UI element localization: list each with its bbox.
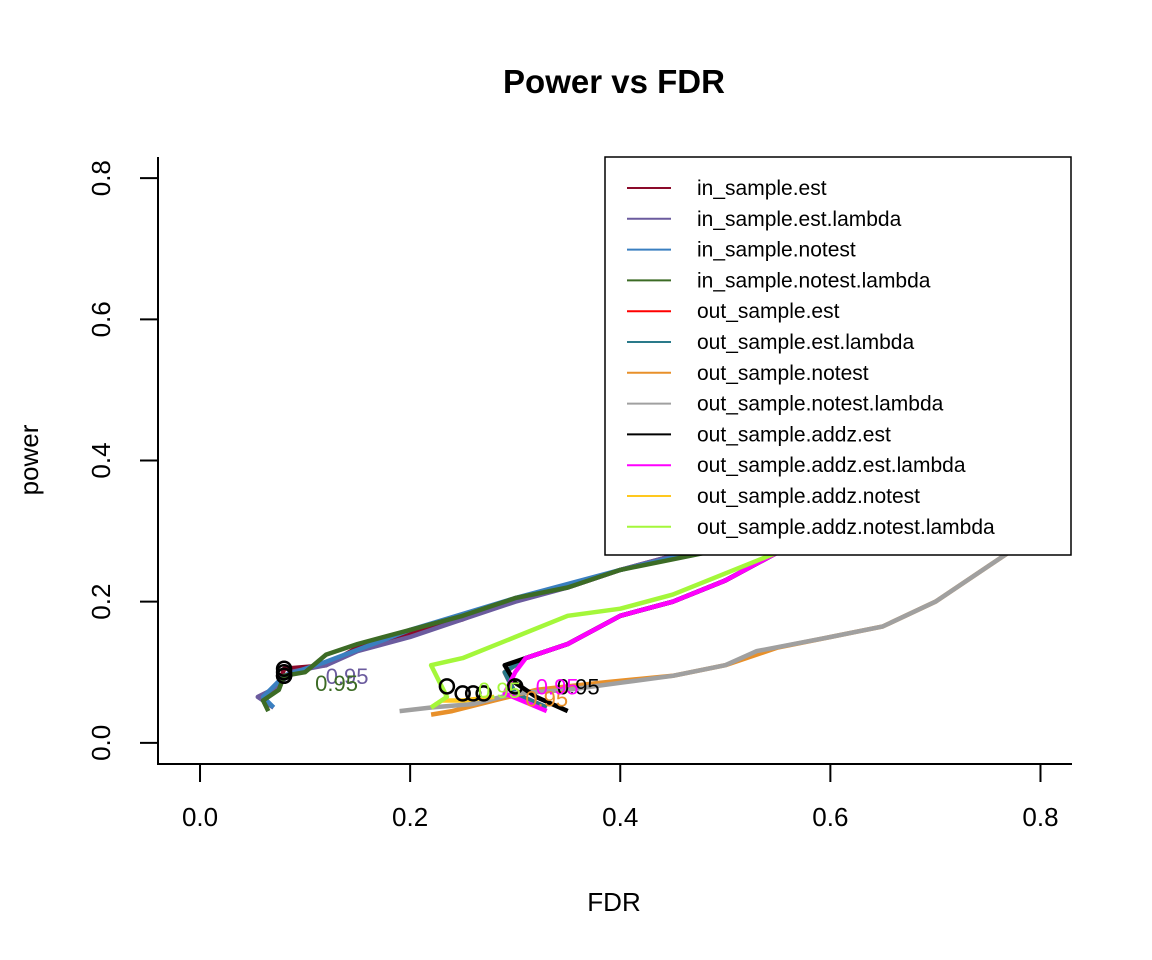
- x-tick-label-2: 0.4: [602, 802, 638, 832]
- series-line-7: [399, 529, 1042, 714]
- y-axis-label: power: [14, 424, 44, 495]
- plot-area: 0.950.950.950.950.950.95: [255, 529, 1042, 717]
- series-point-label-3: 0.95: [315, 671, 358, 696]
- y-tick-label-1: 0.2: [86, 584, 116, 620]
- legend-entry-2: in_sample.notest: [697, 239, 856, 262]
- axis-frame: [157, 157, 1072, 765]
- legend-entry-1: in_sample.est.lambda: [697, 208, 902, 231]
- legend-entry-10: out_sample.addz.notest: [697, 485, 920, 508]
- legend-box: [604, 156, 1072, 556]
- series-point-label-8: 0.95: [557, 674, 600, 699]
- x-tick-label-0: 0.0: [182, 802, 218, 832]
- x-tick-label-4: 0.8: [1022, 802, 1058, 832]
- series-marker-8: [454, 685, 471, 702]
- legend-entry-7: out_sample.notest.lambda: [697, 393, 944, 416]
- series-marker-11: [438, 678, 456, 695]
- x-tick-label-3: 0.6: [812, 802, 848, 832]
- series-point-label-1: 0.95: [326, 664, 369, 689]
- legend: in_sample.est in_sample.est.lambda in_samp…: [604, 156, 1072, 556]
- legend-entry-4: out_sample.est: [697, 300, 840, 323]
- legend-entry-3: in_sample.notest.lambda: [697, 269, 931, 292]
- series-point-label-6: 0.95: [525, 686, 568, 711]
- legend-entry-0: in_sample.est: [697, 177, 827, 200]
- series-marker-3: [275, 667, 293, 685]
- legend-entry-9: out_sample.addz.est.lambda: [697, 454, 966, 477]
- series-marker-9: [506, 678, 524, 695]
- chart-title: Power vs FDR: [503, 63, 725, 100]
- series-line-3: [260, 535, 779, 713]
- legend-entry-6: out_sample.notest: [697, 362, 869, 385]
- series-marker-6: [475, 685, 492, 702]
- y-tick-label-0: 0.0: [86, 725, 116, 761]
- axes: 0.0 0.2 0.4 0.6 0.8 0.0 0.2 0.4 0.6 0.8: [86, 157, 1072, 832]
- x-axis-label: FDR: [587, 887, 640, 917]
- series-marker-7: [464, 685, 482, 702]
- y-tick-label-2: 0.4: [86, 442, 116, 478]
- legend-entry-8: out_sample.addz.est: [697, 423, 891, 446]
- y-tick-label-4: 0.8: [86, 160, 116, 196]
- x-tick-label-1: 0.2: [392, 802, 428, 832]
- series-point-label-9: 0.95: [536, 674, 579, 699]
- legend-entry-11: out_sample.addz.notest.lambda: [697, 516, 995, 539]
- series-point-label-11: 0.95: [478, 678, 521, 703]
- legend-entry-5: out_sample.est.lambda: [697, 331, 914, 354]
- y-tick-label-3: 0.6: [86, 301, 116, 337]
- series-line-11: [428, 550, 779, 710]
